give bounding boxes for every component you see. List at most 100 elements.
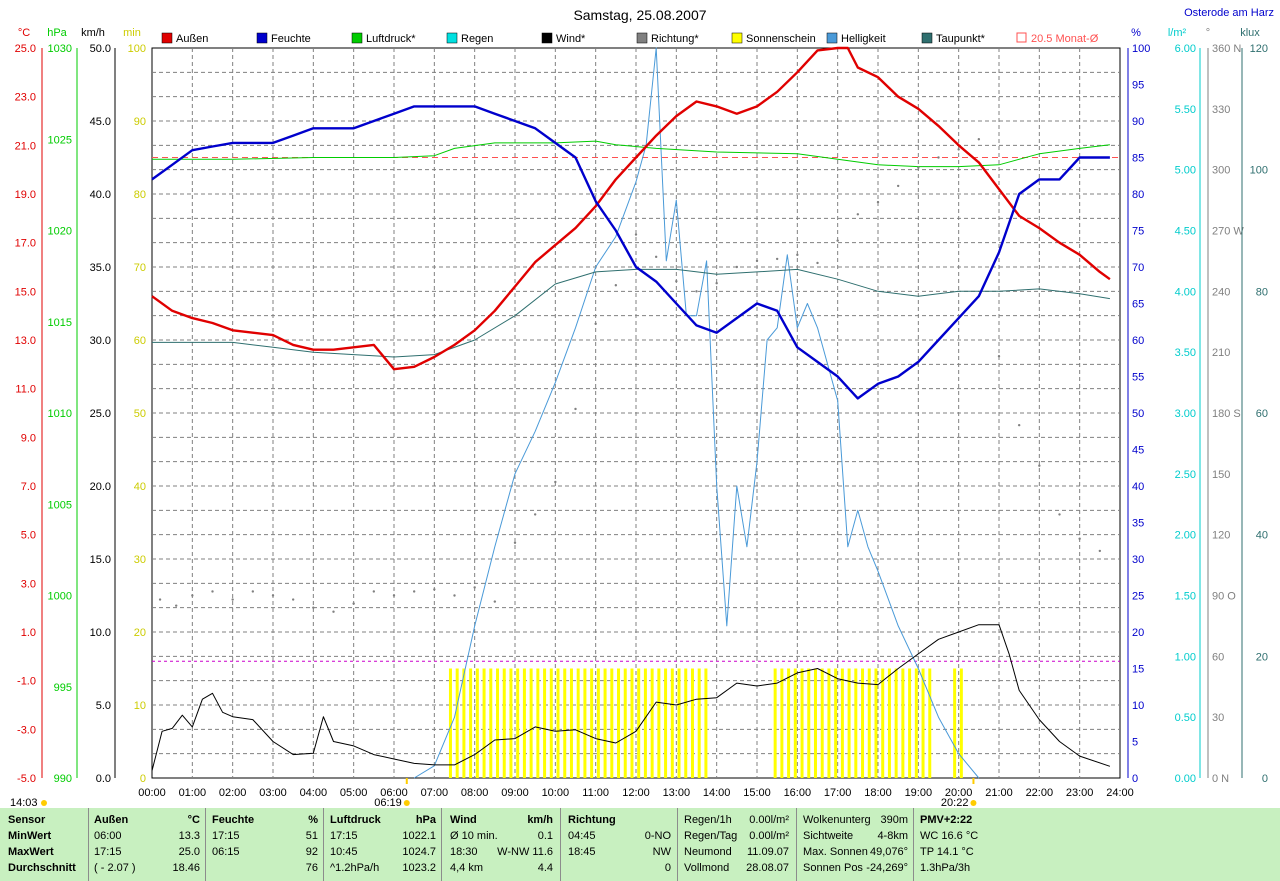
legend-swatch <box>541 32 553 44</box>
tick-label-sun: 40 <box>134 481 146 493</box>
tick-label-temp: 3.0 <box>21 578 36 590</box>
tick-label-wind: 10.0 <box>90 627 111 639</box>
sunrise-marker <box>403 800 410 806</box>
tick-label-lux: 0 <box>1262 773 1268 785</box>
stats-header-aussen: Außen <box>94 814 129 826</box>
direction-point <box>594 322 597 325</box>
direction-point <box>695 290 698 293</box>
tick-label-time: 23:00 <box>1066 787 1094 799</box>
legend-swatch <box>446 32 458 44</box>
stats-aussen-avg-note: ( - 2.07 ) <box>94 862 136 874</box>
tick-label-dir: 120 <box>1212 530 1230 542</box>
stats-aussen-max-time: 17:15 <box>94 846 122 858</box>
tick-label-wind: 50.0 <box>90 43 111 55</box>
tick-label-humidity: 40 <box>1132 481 1144 493</box>
tick-label-rain: 2.50 <box>1175 469 1196 481</box>
tick-label-humidity: 50 <box>1132 408 1144 420</box>
tick-label-lux: 20 <box>1256 651 1268 663</box>
stats-header-sensor: Sensor <box>8 814 46 826</box>
stats-regen-value-3: 28.08.07 <box>746 862 789 874</box>
tick-label-rain: 0.50 <box>1175 712 1196 724</box>
stats-wind-max-time: 18:30 <box>450 846 478 858</box>
tick-label-humidity: 60 <box>1132 335 1144 347</box>
tick-label-time: 04:00 <box>300 787 328 799</box>
direction-point <box>977 138 981 141</box>
stats-aussen-min-value: 13.3 <box>178 830 200 842</box>
tick-label-temp: 11.0 <box>15 384 36 396</box>
stats-wolken-value-0: 390m <box>880 814 908 826</box>
stats-wolken-value-1: 4-8km <box>877 830 908 842</box>
direction-point <box>856 213 860 216</box>
tick-label-rain: 2.00 <box>1175 530 1196 542</box>
stats-unit-luftdruck: hPa <box>415 814 436 826</box>
direction-point <box>231 598 234 601</box>
direction-point <box>533 513 537 516</box>
stats-aussen-avg-value: 18.46 <box>172 862 200 874</box>
stats-wind-min-time: Ø 10 min. <box>450 830 498 842</box>
tick-label-time: 18:00 <box>864 787 892 799</box>
tick-label-time: 14:00 <box>703 787 731 799</box>
direction-point <box>715 282 718 285</box>
stats-feuchte-min-value: 51 <box>305 830 318 842</box>
legend-swatch <box>351 32 363 44</box>
stats-regen-value-0: 0.00l/m² <box>749 814 789 826</box>
stats-wolken-label-3: Sonnen Pos <box>803 862 863 874</box>
stats-luftdruck-max-value: 1024.7 <box>402 846 436 858</box>
tick-label-temp: 19.0 <box>15 189 36 201</box>
direction-point <box>755 259 759 263</box>
tick-label-dir: 240 <box>1212 286 1230 298</box>
direction-point <box>816 261 819 265</box>
tick-label-sun: 90 <box>134 116 146 128</box>
tick-label-rain: 4.50 <box>1175 226 1196 238</box>
tick-label-humidity: 45 <box>1132 445 1144 457</box>
tick-label-rain: 5.50 <box>1175 104 1196 116</box>
stats-regen-value-2: 11.09.07 <box>746 846 789 858</box>
direction-point <box>372 590 376 593</box>
direction-point <box>1098 549 1102 553</box>
tick-label-wind: 30.0 <box>90 335 111 347</box>
tick-label-humidity: 75 <box>1132 226 1144 238</box>
legend-swatch <box>256 32 268 44</box>
direction-point <box>917 166 920 169</box>
legend-label: Wind* <box>556 33 586 45</box>
tick-label-pressure: 995 <box>54 682 72 694</box>
stats-feuchte-max-value: 92 <box>305 846 318 858</box>
tick-label-dir: 180 S <box>1212 408 1241 420</box>
stats-aussen-max-value: 25.0 <box>178 846 200 858</box>
axis-unit-pressure: hPa <box>47 27 67 39</box>
tick-label-sun: 60 <box>134 335 146 347</box>
tick-label-humidity: 85 <box>1132 153 1144 165</box>
direction-point <box>332 610 335 613</box>
tick-label-temp: -5.0 <box>17 773 36 785</box>
tick-label-pressure: 1000 <box>48 591 72 603</box>
tick-label-time: 00:00 <box>138 787 166 799</box>
stats-header-wind: Wind <box>450 814 477 826</box>
tick-label-time: 17:00 <box>824 787 852 799</box>
series-line-wind <box>151 624 1111 771</box>
series-line-taupunkt <box>152 268 1110 358</box>
tick-label-sun: 10 <box>134 700 146 712</box>
tick-label-rain: 1.50 <box>1175 591 1196 603</box>
stats-regen-value-1: 0.00l/m² <box>749 830 789 842</box>
direction-point <box>433 588 436 591</box>
legend-label: Regen <box>461 33 493 45</box>
stats-aussen-min-time: 06:00 <box>94 830 122 842</box>
tick-label-sun: 0 <box>140 773 146 785</box>
tick-label-sun: 50 <box>134 408 146 420</box>
tick-label-wind: 0.0 <box>96 773 111 785</box>
legend-swatch <box>921 32 933 44</box>
stats-header-richtung: Richtung <box>568 814 616 826</box>
tick-label-rain: 6.00 <box>1175 43 1196 55</box>
stats-wind-avg-note: 4,4 km <box>450 862 484 874</box>
tick-label-time: 19:00 <box>905 787 933 799</box>
stats-richtung-max-time: 18:45 <box>568 846 596 858</box>
tick-label-lux: 120 <box>1250 43 1268 55</box>
direction-point <box>796 253 799 257</box>
tick-label-temp: -3.0 <box>17 724 36 736</box>
tick-label-humidity: 65 <box>1132 299 1144 311</box>
tick-label-humidity: 35 <box>1132 518 1144 530</box>
axis-unit-humidity: % <box>1131 27 1141 39</box>
direction-point <box>896 184 900 188</box>
tick-label-dir: 270 W <box>1212 226 1244 238</box>
tick-label-dir: 330 <box>1212 104 1230 116</box>
